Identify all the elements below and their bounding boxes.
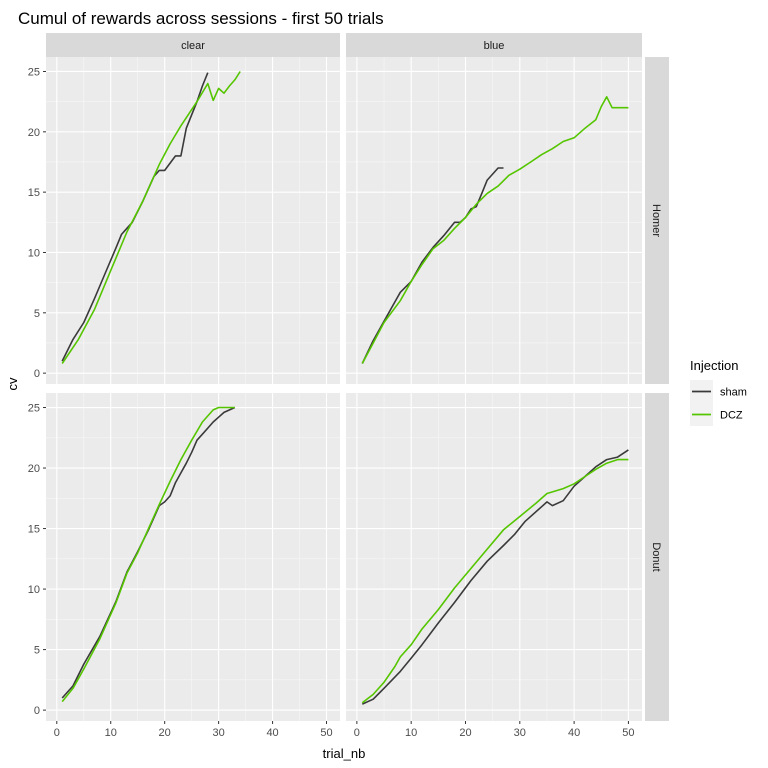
y-tick-label: 10 (28, 584, 40, 596)
strip-label-blue: blue (484, 40, 505, 52)
x-tick-label: 50 (622, 727, 634, 739)
y-tick-label: 15 (28, 524, 40, 536)
legend-title: Injection (690, 358, 738, 373)
y-tick-label: 0 (34, 368, 40, 380)
chart-title: Cumul of rewards across sessions - first… (18, 9, 384, 28)
strip-label-clear: clear (181, 40, 205, 52)
y-tick-label: 15 (28, 187, 40, 199)
y-axis-title: cv (5, 377, 20, 391)
series-line-DCZ-blue-Donut (361, 458, 629, 704)
y-tick-label: 25 (28, 403, 40, 415)
strip-Homer (645, 57, 669, 384)
series-line-DCZ-clear-Donut (61, 406, 235, 703)
legend-label-DCZ: DCZ (720, 410, 743, 422)
series-line-sham-blue-Homer (361, 167, 504, 364)
y-tick-label: 0 (34, 705, 40, 717)
panel-blue-Donut (346, 393, 642, 721)
x-tick-label: 0 (354, 727, 360, 739)
x-tick-label: 30 (514, 727, 526, 739)
x-tick-label: 40 (266, 727, 278, 739)
legend: Injection sham DCZ (690, 358, 747, 426)
legend-label-sham: sham (720, 387, 747, 399)
panel-clear-Donut (46, 393, 340, 721)
y-tick-label: 20 (28, 127, 40, 139)
y-tick-label: 5 (34, 645, 40, 657)
strip-clear (46, 33, 340, 57)
x-tick-label: 40 (568, 727, 580, 739)
x-tick-label: 10 (405, 727, 417, 739)
panel-background (346, 57, 642, 384)
panel-background (46, 393, 340, 721)
x-tick-label: 50 (320, 727, 332, 739)
x-tick-label: 10 (105, 727, 117, 739)
panel-blue-Homer (346, 57, 642, 384)
x-tick-label: 30 (212, 727, 224, 739)
y-tick-label: 10 (28, 247, 40, 259)
chart-panels: clear blue Homer Donut 0 5 10 15 20 25 0 5 10 15 20 25 0… (28, 33, 669, 739)
strip-Donut (645, 393, 669, 721)
x-tick-label: 0 (54, 727, 60, 739)
y-tick-label: 20 (28, 463, 40, 475)
x-tick-label: 20 (159, 727, 171, 739)
series-line-DCZ-blue-Homer (361, 96, 629, 364)
strip-blue (346, 33, 642, 57)
x-tick-label: 20 (459, 727, 471, 739)
y-tick-label: 5 (34, 308, 40, 320)
series-line-DCZ-clear-Homer (61, 71, 241, 364)
strip-label-Homer: Homer (650, 204, 662, 237)
x-axis-title: trial_nb (323, 746, 366, 761)
panel-clear-Homer (46, 57, 340, 384)
strip-label-Donut: Donut (650, 542, 662, 571)
panel-background (46, 57, 340, 384)
y-tick-label: 25 (28, 66, 40, 78)
